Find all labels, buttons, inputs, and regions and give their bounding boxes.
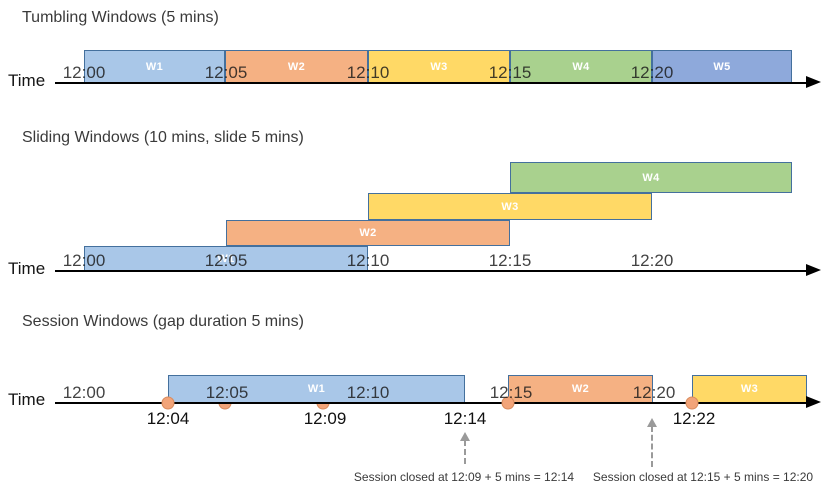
window-box-w4 bbox=[510, 50, 652, 83]
event-time-label: 12:22 bbox=[672, 409, 716, 428]
event-dot bbox=[501, 396, 515, 410]
tick-label: 12:05 bbox=[205, 383, 249, 402]
arrow-right-icon bbox=[806, 264, 821, 276]
event-dot bbox=[161, 396, 175, 410]
tick-label: 12:10 bbox=[346, 63, 390, 82]
tick-label: 12:15 bbox=[489, 383, 533, 402]
window-label: W5 bbox=[713, 60, 731, 73]
window-label: W4 bbox=[572, 60, 590, 73]
tick-label: 12:10 bbox=[346, 251, 390, 270]
window-label: W1 bbox=[217, 252, 235, 265]
tick-label: 12:00 bbox=[62, 63, 106, 82]
tick-label: 12:05 bbox=[204, 251, 248, 270]
window-label: W2 bbox=[359, 227, 377, 239]
event-time-label: 12:04 bbox=[146, 409, 190, 428]
arrow-dashed-stem bbox=[651, 426, 653, 467]
section-title-sliding: Sliding Windows (10 mins, slide 5 mins) bbox=[22, 129, 304, 146]
window-box-w1 bbox=[84, 246, 368, 271]
window-label: W1 bbox=[307, 383, 326, 395]
arrow-up-icon bbox=[647, 418, 657, 427]
window-box-w1 bbox=[84, 50, 225, 83]
tick-label: 12:05 bbox=[204, 63, 248, 82]
window-label: W3 bbox=[501, 200, 519, 213]
time-axis-label: Time bbox=[8, 390, 46, 409]
callout-text: Session closed at 12:15 + 5 mins = 12:20 bbox=[592, 470, 814, 484]
arrow-dashed-stem bbox=[464, 440, 466, 464]
time-axis-label: Time bbox=[8, 71, 46, 90]
window-label: W4 bbox=[642, 171, 660, 184]
window-label: W3 bbox=[430, 60, 448, 73]
window-box-w2 bbox=[225, 50, 368, 83]
window-box-w3 bbox=[368, 193, 652, 220]
arrow-right-icon bbox=[806, 396, 821, 408]
tick-label: 12:20 bbox=[632, 383, 676, 402]
window-box-w2 bbox=[508, 375, 653, 403]
tick-label: 12:15 bbox=[488, 63, 532, 82]
window-label: W1 bbox=[145, 60, 164, 73]
tick-label: 12:00 bbox=[62, 383, 106, 402]
window-box-w4 bbox=[510, 162, 792, 193]
window-label: W2 bbox=[287, 60, 306, 73]
arrow-up-icon bbox=[460, 432, 470, 441]
tick-label: 12:15 bbox=[488, 251, 532, 270]
window-label: W3 bbox=[740, 383, 759, 395]
tick-label: 12:20 bbox=[630, 251, 674, 270]
timeline-axis bbox=[55, 270, 806, 272]
timeline-axis bbox=[55, 82, 806, 84]
section-title-session: Session Windows (gap duration 5 mins) bbox=[22, 313, 304, 330]
tick-label: 12:20 bbox=[630, 63, 674, 82]
callout-text: Session closed at 12:09 + 5 mins = 12:14 bbox=[353, 470, 575, 484]
timeline-axis bbox=[55, 402, 806, 404]
arrow-right-icon bbox=[806, 76, 821, 88]
section-title-tumbling: Tumbling Windows (5 mins) bbox=[22, 9, 219, 26]
event-dot bbox=[685, 396, 699, 410]
tick-label: 12:10 bbox=[346, 383, 390, 402]
window-box-w2 bbox=[226, 220, 510, 246]
window-label: W2 bbox=[571, 383, 590, 395]
event-time-label: 12:14 bbox=[443, 409, 487, 428]
event-time-label: 12:09 bbox=[303, 409, 347, 428]
time-axis-label: Time bbox=[8, 259, 46, 278]
tick-label: 12:00 bbox=[62, 251, 106, 270]
